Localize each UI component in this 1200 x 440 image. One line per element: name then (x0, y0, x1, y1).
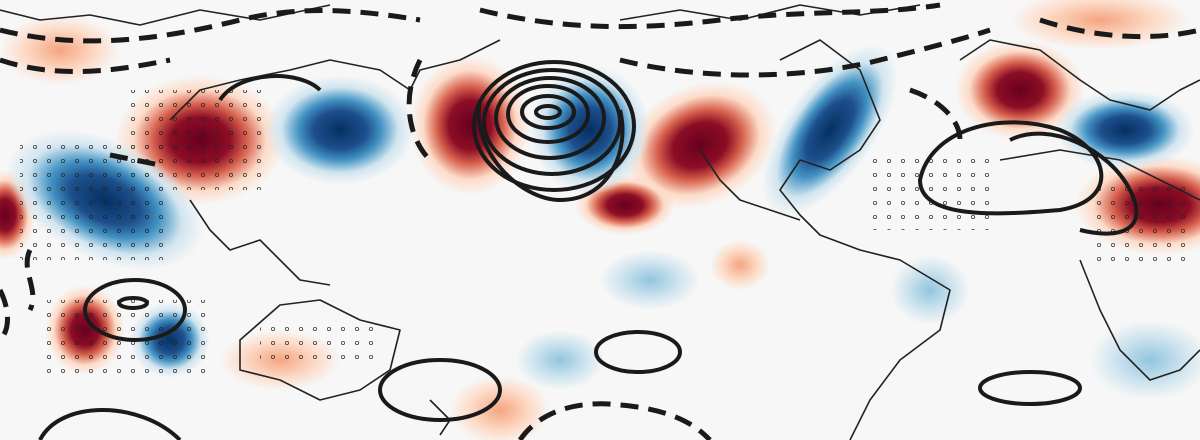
coastlines (0, 4, 1200, 440)
